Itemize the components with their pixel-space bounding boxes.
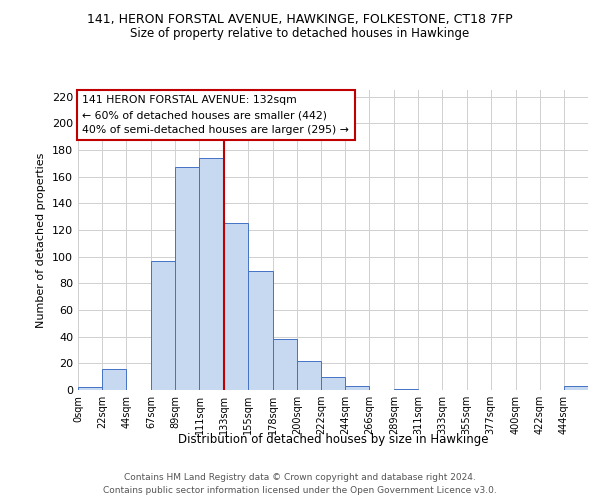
Y-axis label: Number of detached properties: Number of detached properties (37, 152, 46, 328)
Text: 141 HERON FORSTAL AVENUE: 132sqm
← 60% of detached houses are smaller (442)
40% : 141 HERON FORSTAL AVENUE: 132sqm ← 60% o… (82, 96, 349, 135)
Bar (78, 388, 102, 390)
Bar (394, 388, 418, 390)
Bar (102, 368, 126, 390)
Bar (321, 376, 345, 390)
Bar (297, 360, 321, 390)
Text: Distribution of detached houses by size in Hawkinge: Distribution of detached houses by size … (178, 432, 488, 446)
Bar (224, 224, 248, 390)
Bar (175, 168, 199, 390)
Bar (564, 386, 588, 390)
Text: Size of property relative to detached houses in Hawkinge: Size of property relative to detached ho… (130, 28, 470, 40)
Bar (345, 386, 369, 390)
Bar (151, 260, 175, 390)
Text: Contains HM Land Registry data © Crown copyright and database right 2024.
Contai: Contains HM Land Registry data © Crown c… (103, 473, 497, 495)
Bar (248, 272, 273, 390)
Bar (199, 158, 224, 390)
Text: 141, HERON FORSTAL AVENUE, HAWKINGE, FOLKESTONE, CT18 7FP: 141, HERON FORSTAL AVENUE, HAWKINGE, FOL… (87, 12, 513, 26)
Bar (273, 340, 297, 390)
